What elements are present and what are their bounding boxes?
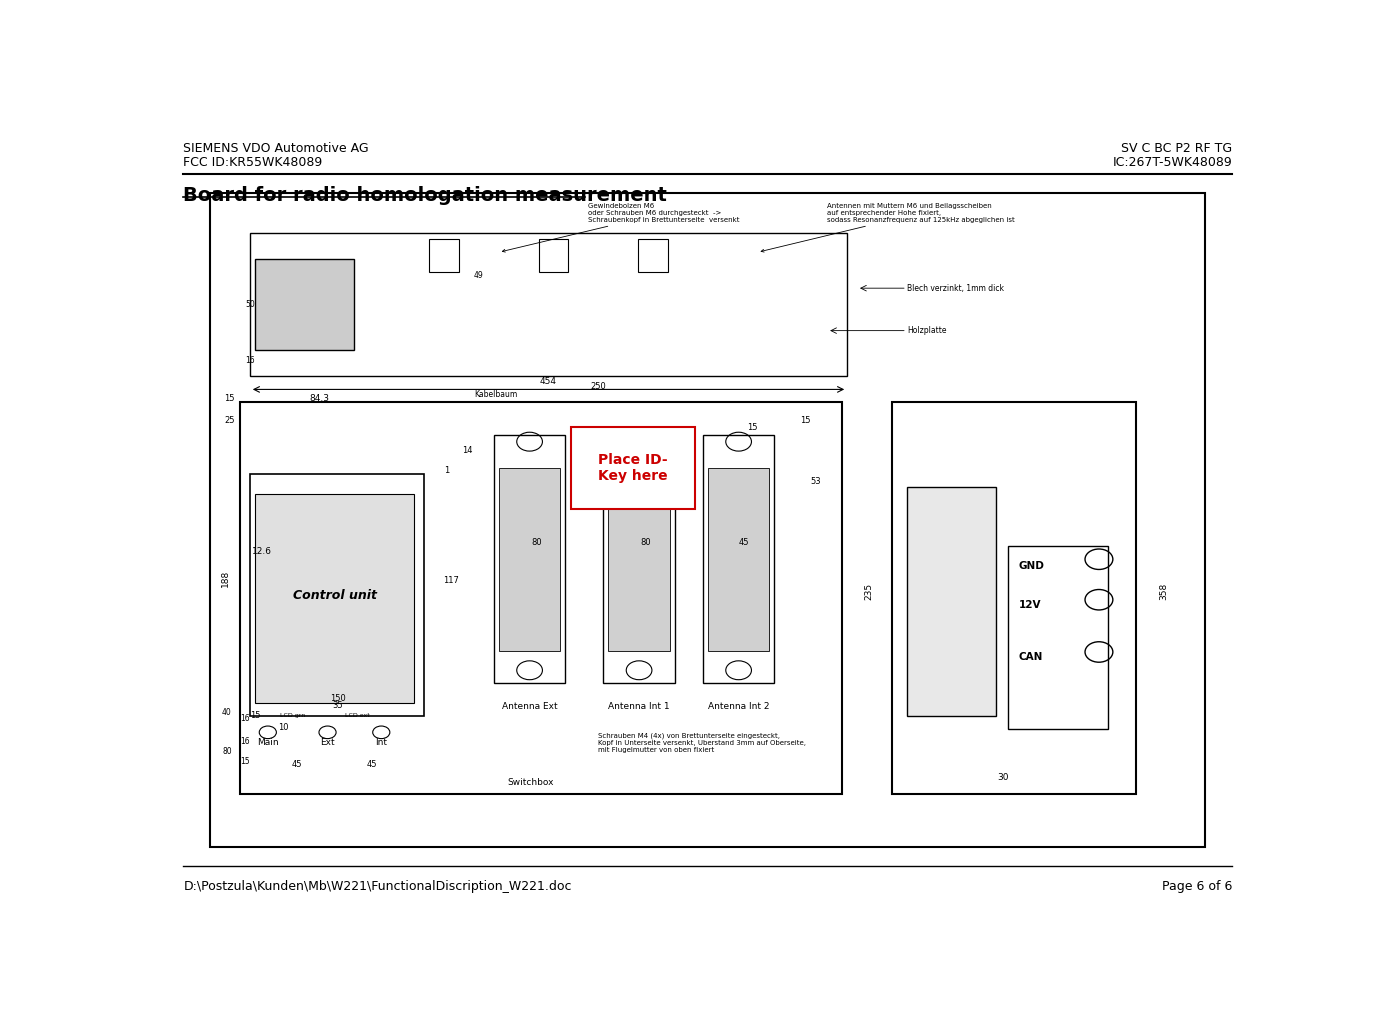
Bar	[499, 468, 561, 651]
Text: 45: 45	[367, 760, 377, 769]
Text: 10: 10	[278, 724, 289, 733]
Bar	[603, 435, 675, 684]
Text: CAN: CAN	[1018, 652, 1043, 662]
Bar	[255, 494, 414, 703]
Text: 15: 15	[240, 756, 250, 765]
Bar	[638, 239, 668, 272]
Text: 1: 1	[445, 466, 450, 475]
Text: 188: 188	[221, 570, 229, 588]
Bar	[1008, 546, 1108, 729]
Text: Antenna Int 1: Antenna Int 1	[608, 702, 670, 710]
Text: Antennen mit Muttern M6 und Beilagsscheiben
auf entsprechender Hohe fixiert,
sod: Antennen mit Muttern M6 und Beilagsschei…	[761, 202, 1015, 252]
Text: IC:267T-5WK48089: IC:267T-5WK48089	[1113, 156, 1232, 170]
Text: 12V: 12V	[1018, 600, 1041, 610]
Text: 117: 117	[443, 576, 458, 586]
Text: 45: 45	[291, 760, 302, 769]
Text: 53: 53	[809, 477, 820, 486]
Text: LCD grn: LCD grn	[280, 713, 305, 718]
Text: 45: 45	[739, 538, 749, 547]
Text: 80: 80	[641, 538, 652, 547]
Text: SIEMENS VDO Automotive AG: SIEMENS VDO Automotive AG	[184, 142, 369, 155]
Text: 15: 15	[747, 423, 758, 432]
Text: 16: 16	[240, 714, 250, 724]
Bar	[255, 259, 355, 351]
Text: 35: 35	[333, 700, 342, 709]
Text: 150: 150	[330, 694, 345, 703]
Text: SV C BC P2 RF TG: SV C BC P2 RF TG	[1121, 142, 1232, 155]
Bar	[608, 468, 670, 651]
Bar	[250, 474, 424, 716]
Text: 15: 15	[225, 394, 235, 403]
Text: 235: 235	[865, 584, 874, 600]
Text: Control unit: Control unit	[293, 589, 377, 602]
Text: Gewindebolzen M6
oder Schrauben M6 durchgesteckt  ->
Schraubenkopf in Brettunter: Gewindebolzen M6 oder Schrauben M6 durch…	[503, 202, 740, 252]
Text: 80: 80	[532, 538, 541, 547]
Bar	[250, 233, 847, 376]
Text: 12.6: 12.6	[251, 547, 272, 556]
Text: Page 6 of 6: Page 6 of 6	[1161, 880, 1232, 892]
Text: 16: 16	[240, 737, 250, 746]
Text: 50: 50	[244, 300, 254, 309]
Text: 84.3: 84.3	[309, 394, 330, 403]
Text: Holzplatte: Holzplatte	[907, 326, 946, 335]
Text: Antenna Ext: Antenna Ext	[501, 702, 558, 710]
Text: 30: 30	[997, 773, 1010, 782]
FancyBboxPatch shape	[572, 427, 695, 509]
Text: Board for radio homologation measurement: Board for radio homologation measurement	[184, 186, 667, 204]
Text: D:\Postzula\Kunden\Mb\W221\FunctionalDiscription_W221.doc: D:\Postzula\Kunden\Mb\W221\FunctionalDis…	[184, 880, 572, 892]
Text: Main: Main	[257, 738, 279, 747]
Text: Antenna Int 2: Antenna Int 2	[708, 702, 769, 710]
Text: Ext: Ext	[320, 738, 334, 747]
Bar	[539, 239, 569, 272]
Bar	[210, 193, 1206, 846]
Text: 80: 80	[222, 747, 232, 756]
Text: 25: 25	[225, 416, 235, 425]
Text: 40: 40	[222, 707, 232, 716]
Bar	[429, 239, 458, 272]
Bar	[892, 403, 1135, 794]
Text: 16: 16	[244, 356, 254, 365]
Text: Place ID-
Key here: Place ID- Key here	[598, 453, 668, 482]
Text: 358: 358	[1159, 584, 1168, 600]
Bar	[240, 403, 842, 794]
Text: Schrauben M4 (4x) von Brettunterseite eingesteckt,
Kopf in Unterseite versenkt, : Schrauben M4 (4x) von Brettunterseite ei…	[598, 733, 807, 753]
Text: GND: GND	[1018, 561, 1044, 571]
Text: 15: 15	[800, 416, 811, 425]
Text: 454: 454	[540, 377, 557, 386]
Text: 49: 49	[474, 271, 483, 280]
Text: Int: Int	[376, 738, 387, 747]
Text: Kabelbaum: Kabelbaum	[474, 390, 516, 400]
Text: 15: 15	[250, 711, 261, 719]
Bar	[707, 468, 769, 651]
Bar	[907, 487, 997, 716]
Bar	[703, 435, 775, 684]
Text: Blech verzinkt, 1mm dick: Blech verzinkt, 1mm dick	[907, 284, 1004, 292]
Text: 250: 250	[591, 382, 606, 390]
Text: LCD ext: LCD ext	[345, 713, 370, 718]
Text: 14: 14	[461, 446, 472, 455]
Text: Switchbox: Switchbox	[507, 778, 554, 787]
Text: FCC ID:KR55WK48089: FCC ID:KR55WK48089	[184, 156, 323, 170]
Bar	[494, 435, 565, 684]
